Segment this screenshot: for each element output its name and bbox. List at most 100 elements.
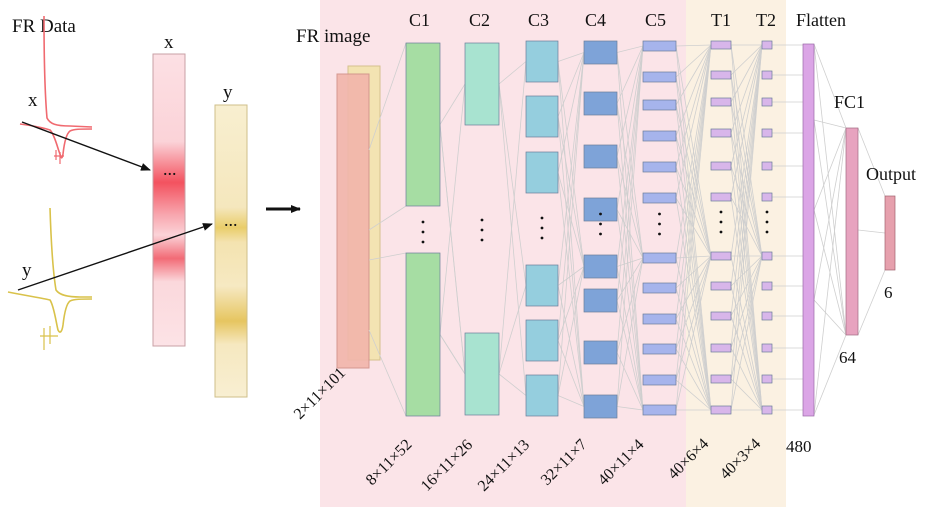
signal-y-plot (7, 207, 93, 350)
fc1-vector (845, 127, 859, 336)
t1-feature-map (710, 128, 732, 138)
c2-feature-map (464, 332, 500, 416)
connection-line (616, 266, 644, 411)
c2-title-label: C2 (469, 10, 490, 30)
t2-feature-map (761, 405, 773, 415)
connection-line (368, 42, 407, 151)
connection-line (557, 61, 585, 267)
connection-line (557, 52, 585, 341)
connection-line (439, 334, 466, 375)
connection-line (813, 127, 847, 301)
connection-line (616, 257, 644, 267)
flatten-vector (802, 43, 815, 417)
c5-feature-map (642, 40, 677, 52)
t1-feature-map (710, 281, 732, 291)
connection-line (616, 45, 644, 104)
connection-line (675, 44, 712, 411)
connection-line (730, 44, 763, 349)
c2-ellipsis-dot (480, 238, 484, 242)
c2-ellipsis-dot (480, 228, 484, 232)
c4-ellipsis-dot (599, 212, 602, 216)
connection-line (675, 197, 712, 411)
connection-line (813, 119, 847, 129)
connection-line (675, 255, 712, 381)
c3-feature-map (525, 95, 559, 138)
connection-line (675, 44, 712, 381)
arrow-x-to-vector (21, 121, 151, 171)
c5-feature-map (642, 374, 677, 386)
connection-line (813, 43, 847, 336)
connection-line (439, 83, 466, 125)
connection-line (675, 44, 712, 259)
connection-line (730, 44, 763, 76)
connection-line (498, 61, 527, 85)
t1-title-label: T1 (711, 10, 731, 30)
c5-feature-map (642, 161, 677, 173)
c3-feature-map (525, 319, 559, 362)
signal-y-label: y (22, 260, 32, 281)
connection-line (730, 196, 763, 411)
t1-feature-map (710, 70, 732, 80)
connection-line (730, 44, 763, 257)
t1-ellipsis-dot (719, 230, 723, 234)
connection-line (616, 406, 644, 411)
t2-feature-map (761, 161, 773, 171)
connection-line (730, 255, 763, 380)
connection-line (557, 52, 585, 396)
c1-ellipsis-dot (421, 230, 425, 234)
connection-line (368, 329, 407, 417)
t1-ellipsis-dot (719, 210, 723, 214)
t1-feature-map (710, 374, 732, 384)
output-title-label: Output (866, 164, 916, 184)
c3-feature-map (525, 151, 559, 194)
c5-ellipsis-dot (658, 222, 661, 226)
connection-line (616, 45, 644, 407)
c3-feature-map (525, 40, 559, 83)
connection-line (616, 45, 644, 157)
connection-line (557, 116, 585, 407)
flatten-size-label: 480 (786, 437, 812, 456)
connection-line (675, 44, 712, 137)
t2-title-label: T2 (756, 10, 776, 30)
c2-ellipsis-dot (480, 218, 484, 222)
connection-line (857, 229, 886, 234)
c5-feature-map (642, 192, 677, 204)
c4-feature-map (583, 91, 618, 116)
connection-line (730, 44, 763, 134)
connection-line (616, 156, 644, 411)
t1-feature-map (710, 405, 732, 415)
connection-line (730, 44, 763, 198)
connection-line (857, 127, 886, 197)
c4-title-label: C4 (585, 10, 606, 30)
t2-ellipsis-dot (765, 230, 769, 234)
connection-line (730, 44, 763, 103)
c5-feature-map (642, 343, 677, 355)
t1-feature-map (710, 161, 732, 171)
t1-feature-map (710, 251, 732, 261)
vector-y-label: y (223, 82, 233, 103)
connection-line (813, 299, 847, 336)
c4-ellipsis-dot (599, 232, 602, 236)
connection-line (557, 52, 585, 286)
connection-line (616, 45, 644, 267)
c4-feature-map (583, 144, 618, 169)
t2-feature-map (761, 70, 773, 80)
t2-feature-map (761, 192, 773, 202)
connection-line (557, 172, 585, 407)
connection-line (616, 103, 644, 411)
connection-line (616, 257, 644, 353)
connection-line (730, 44, 763, 380)
c5-feature-map (642, 71, 677, 83)
connection-line (557, 52, 585, 173)
connection-line (857, 269, 886, 336)
vector-y-ellipsis: ... (224, 210, 238, 230)
connection-line (498, 373, 527, 396)
c5-feature-map (642, 404, 677, 416)
c5-title-label: C5 (645, 10, 666, 30)
c1-feature-map (405, 42, 441, 207)
t2-ellipsis-dot (765, 210, 769, 214)
t2-feature-map (761, 311, 773, 321)
c1-ellipsis-dot (421, 240, 425, 244)
vector-y-bar (214, 104, 248, 398)
